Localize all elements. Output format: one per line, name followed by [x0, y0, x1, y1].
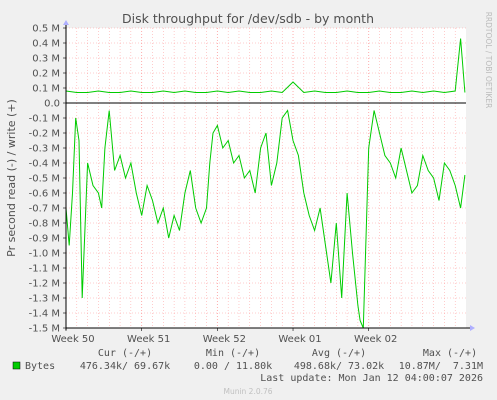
y-tick-label: -0.2 M [29, 129, 60, 140]
x-tick-label: Week 02 [354, 334, 397, 345]
legend-entry-max: 10.87M/ 7.31M [399, 361, 483, 372]
series-line-write [65, 38, 466, 94]
y-tick-label: -0.8 M [29, 219, 60, 230]
x-tick-label: Week 01 [278, 334, 321, 345]
legend-header-min: Min (-/+) [206, 348, 260, 359]
series-layer [65, 38, 466, 329]
x-tick-label: Week 50 [51, 334, 94, 345]
legend-header-max: Max (-/+) [423, 348, 477, 359]
x-tick-label: Week 51 [127, 334, 170, 345]
y-tick-label: -0.7 M [29, 204, 60, 215]
y-tick-label: -0.5 M [29, 174, 60, 185]
grid-lines [63, 27, 466, 331]
chart-title: Disk throughput for /dev/sdb - by month [122, 11, 374, 26]
y-tick-label: -0.4 M [29, 159, 60, 170]
y-tick-label: -1.3 M [29, 294, 60, 305]
legend-entry-name: Bytes [25, 361, 55, 372]
y-tick-label: 0.3 M [32, 54, 60, 65]
y-tick-label: -0.6 M [29, 189, 60, 200]
y-tick-label: -1.5 M [29, 324, 60, 335]
y-tick-labels: 0.5 M 0.4 M 0.3 M 0.2 M 0.1 M 0.0 -0.1 M -0.2 M… [29, 24, 60, 335]
y-axis-label: Pr second read (-) / write (+) [5, 99, 18, 257]
x-axis-arrow-icon [470, 325, 475, 331]
munin-version-footer: Munin 2.0.76 [223, 387, 272, 396]
series-line-read [65, 109, 466, 329]
y-tick-label: -0.3 M [29, 144, 60, 155]
side-watermark: RRDTOOL / TOBI OETIKER [484, 12, 493, 109]
y-tick-label: 0.0 [44, 99, 60, 110]
y-tick-label: 0.1 M [32, 84, 60, 95]
legend-entry-cur: 476.34k/ 69.67k [80, 361, 170, 372]
y-tick-label: 0.2 M [32, 69, 60, 80]
y-axis-arrow-icon [63, 20, 69, 25]
y-tick-label: -1.0 M [29, 249, 60, 260]
y-tick-label: -1.2 M [29, 279, 60, 290]
y-tick-label: 0.5 M [32, 24, 60, 35]
y-tick-label: -0.9 M [29, 234, 60, 245]
x-tick-label: Week 52 [203, 334, 246, 345]
legend-header-cur: Cur (-/+) [98, 348, 152, 359]
y-tick-label: -1.4 M [29, 309, 60, 320]
y-tick-label: 0.4 M [32, 39, 60, 50]
legend-entry-avg: 498.68k/ 73.02k [294, 361, 384, 372]
y-tick-label: -0.1 M [29, 114, 60, 125]
legend-header-avg: Avg (-/+) [312, 348, 366, 359]
legend-swatch-bytes [12, 361, 21, 370]
legend-entry-min: 0.00 / 11.80k [194, 361, 272, 372]
last-update-text: Last update: Mon Jan 12 04:00:07 2026 [260, 373, 483, 384]
x-tick-labels: Week 50 Week 51 Week 52 Week 01 Week 02 [51, 334, 397, 345]
y-tick-label: -1.1 M [29, 264, 60, 275]
